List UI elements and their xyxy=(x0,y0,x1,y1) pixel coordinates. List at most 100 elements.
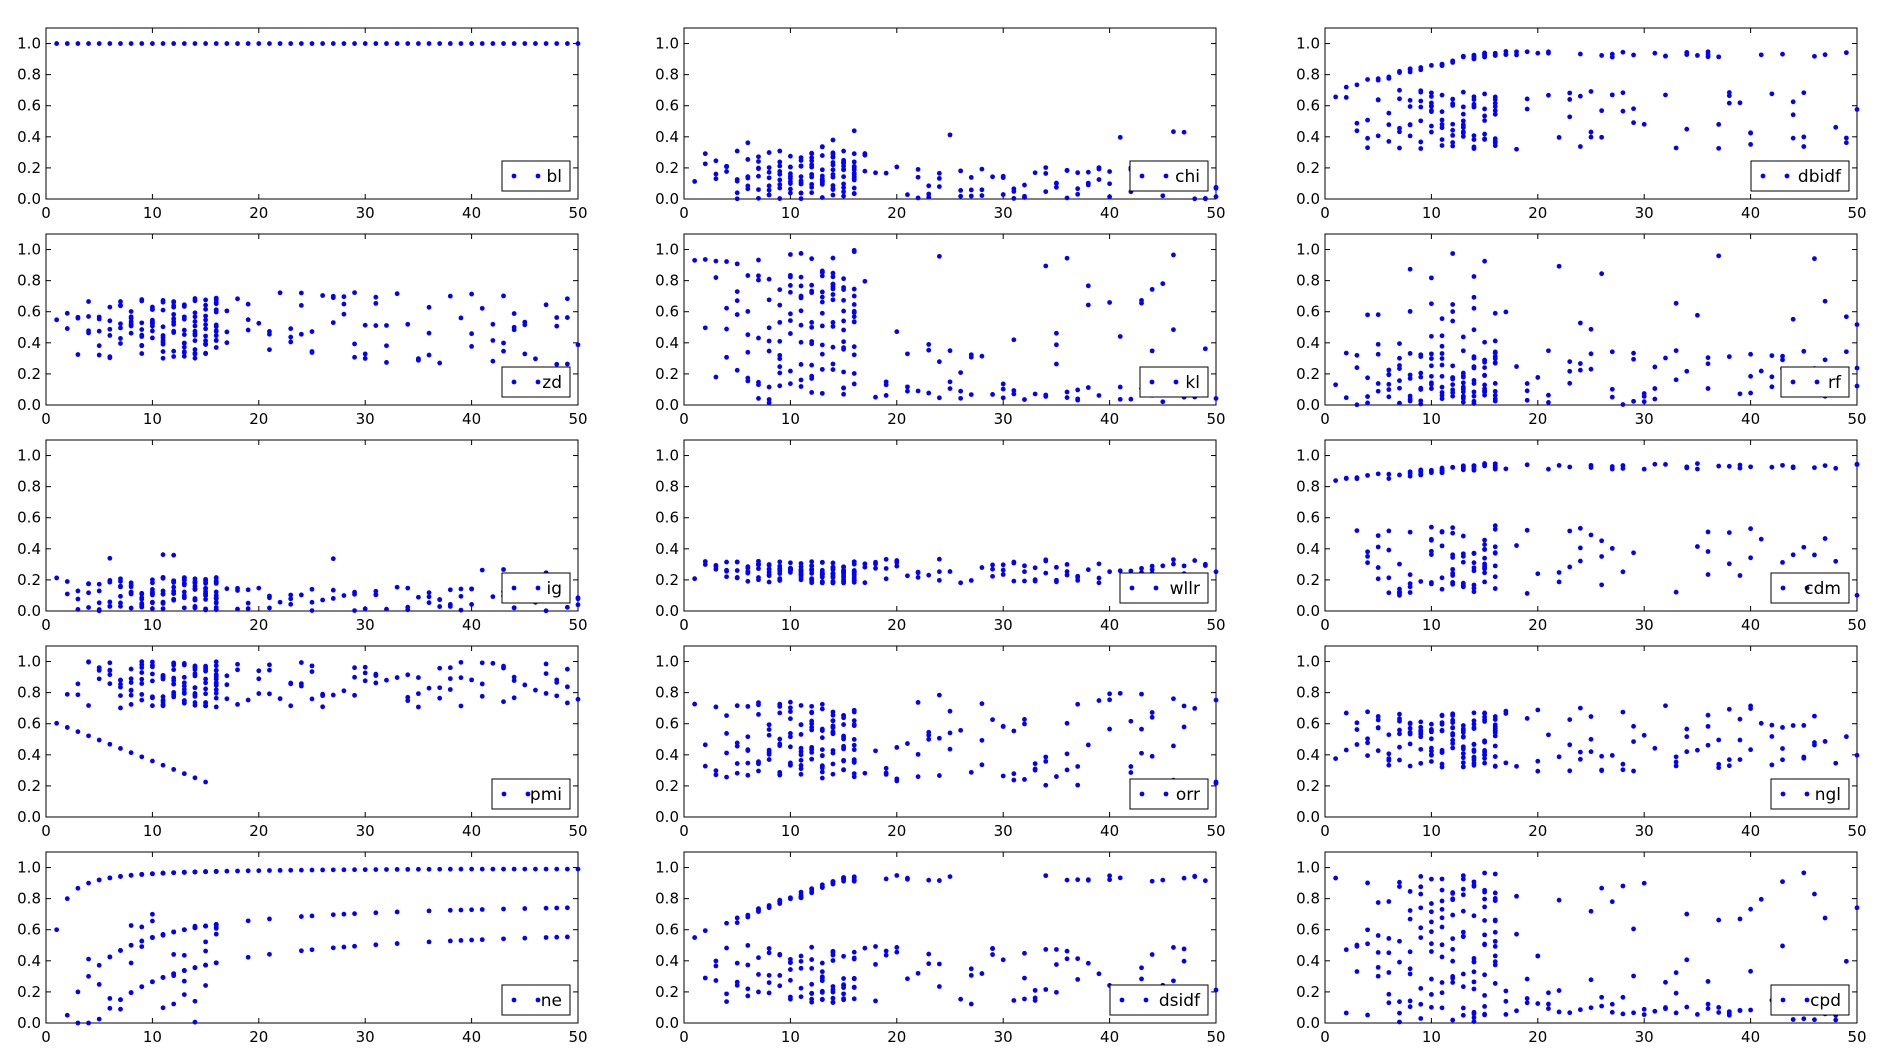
data-point xyxy=(1043,987,1049,992)
data-point xyxy=(352,674,357,680)
data-point xyxy=(788,331,793,336)
data-point xyxy=(1397,87,1402,93)
data-point xyxy=(947,132,953,138)
data-point xyxy=(1492,338,1498,344)
data-point xyxy=(181,771,187,777)
data-point xyxy=(1503,309,1509,315)
data-point xyxy=(1375,77,1381,83)
data-point xyxy=(777,182,783,187)
data-point xyxy=(150,328,155,334)
y-tick-label: 1.0 xyxy=(655,35,679,53)
data-point xyxy=(1482,91,1487,97)
data-point xyxy=(352,589,357,595)
data-point xyxy=(766,727,772,732)
data-point xyxy=(947,730,953,736)
data-point xyxy=(181,589,187,595)
data-point xyxy=(777,287,783,293)
data-point xyxy=(1213,697,1219,703)
data-point xyxy=(171,311,177,317)
legend-marker xyxy=(501,791,507,797)
data-point xyxy=(1492,108,1498,114)
data-point xyxy=(1471,741,1477,747)
data-point xyxy=(777,302,783,308)
data-point xyxy=(1620,767,1626,773)
data-point xyxy=(1748,555,1753,561)
data-point xyxy=(118,336,123,341)
data-point xyxy=(96,607,102,612)
data-point xyxy=(160,601,166,606)
legend-marker xyxy=(1804,585,1810,591)
data-point xyxy=(501,293,506,299)
data-point xyxy=(841,982,846,988)
data-point xyxy=(171,584,177,590)
data-point xyxy=(894,560,900,565)
data-point xyxy=(1673,754,1679,760)
data-point xyxy=(851,875,857,880)
data-point xyxy=(107,1005,113,1011)
x-tick-label: 50 xyxy=(568,410,587,428)
data-point xyxy=(64,1012,70,1018)
data-point xyxy=(1726,463,1732,469)
data-point xyxy=(213,674,219,680)
data-point xyxy=(181,581,187,587)
legend-marker xyxy=(1804,791,1810,797)
y-tick-label: 0.6 xyxy=(655,715,679,733)
data-point xyxy=(160,694,166,700)
data-point xyxy=(416,675,421,680)
data-point xyxy=(341,944,347,950)
data-point xyxy=(788,996,793,1002)
x-tick-label: 50 xyxy=(568,822,587,840)
data-point xyxy=(713,374,719,380)
data-point xyxy=(1128,770,1134,775)
data-point xyxy=(915,388,921,394)
data-point xyxy=(798,295,804,301)
data-point xyxy=(1064,395,1070,400)
data-point xyxy=(1833,558,1839,564)
data-point xyxy=(298,948,304,954)
data-point xyxy=(1482,918,1487,923)
y-tick-label: 0.2 xyxy=(1296,571,1320,589)
data-point xyxy=(745,332,751,338)
data-point xyxy=(1429,469,1434,475)
data-point xyxy=(1577,749,1583,755)
data-point xyxy=(830,137,836,143)
data-point xyxy=(426,590,432,596)
x-tick-label: 20 xyxy=(249,616,268,634)
data-point xyxy=(1822,357,1828,363)
data-point xyxy=(1202,346,1208,352)
data-point xyxy=(1620,994,1626,1000)
data-point xyxy=(819,153,825,158)
data-point xyxy=(245,697,251,703)
data-point xyxy=(1556,988,1562,993)
data-point xyxy=(830,729,836,735)
data-point xyxy=(841,369,846,375)
data-point xyxy=(1375,964,1381,970)
data-point xyxy=(1429,333,1434,339)
data-point xyxy=(936,569,942,575)
data-point xyxy=(1064,562,1070,567)
data-point xyxy=(171,870,177,876)
data-point xyxy=(203,586,209,592)
data-point xyxy=(1343,475,1349,481)
data-point xyxy=(128,321,134,327)
data-point xyxy=(1202,878,1208,884)
data-point xyxy=(192,775,198,781)
data-point xyxy=(788,734,793,740)
data-point xyxy=(267,605,272,611)
data-point xyxy=(1460,130,1466,136)
data-point xyxy=(213,307,219,313)
data-point xyxy=(1397,472,1402,478)
data-point xyxy=(1577,558,1583,564)
data-point xyxy=(128,960,134,966)
data-point xyxy=(702,562,708,567)
data-point xyxy=(702,325,708,331)
data-point xyxy=(1641,466,1647,472)
data-point xyxy=(1439,137,1445,142)
data-point xyxy=(118,705,123,711)
data-point xyxy=(86,1020,91,1026)
legend-label: chi xyxy=(1175,167,1200,187)
data-point xyxy=(362,867,368,873)
data-point xyxy=(777,576,783,581)
data-point xyxy=(1620,463,1626,468)
data-point xyxy=(1641,391,1647,396)
